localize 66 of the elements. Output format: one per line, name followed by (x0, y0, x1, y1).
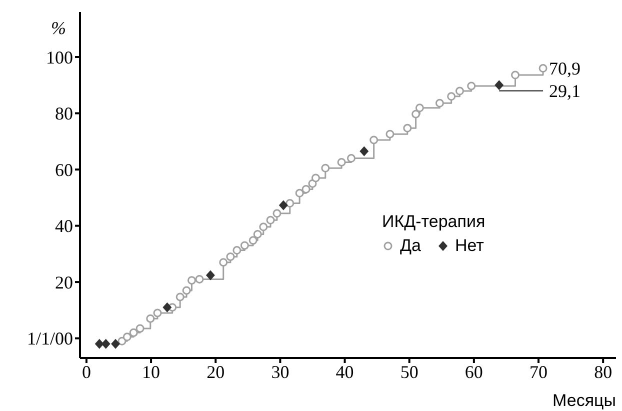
y-tick-label: 20 (55, 272, 73, 292)
legend-title: ИКД-терапия (382, 211, 486, 233)
point (101, 338, 110, 349)
point (511, 70, 520, 80)
legend-label: Нет (454, 235, 484, 257)
point (94, 338, 104, 349)
point (403, 124, 412, 132)
point (111, 338, 120, 349)
point (415, 104, 424, 112)
point (219, 258, 228, 267)
x-tick-label: 70 (530, 362, 548, 382)
point (435, 98, 444, 108)
point (302, 184, 310, 194)
x-tick-label: 50 (400, 362, 418, 382)
y-tick-label: 60 (55, 160, 73, 180)
point (232, 246, 242, 255)
x-tick-label: 30 (271, 362, 290, 382)
x-axis-title: Месяцы (552, 391, 616, 410)
x-tick-label: 20 (206, 362, 225, 382)
y-tick-label: 40 (55, 216, 73, 236)
y-tick-label: 1/1/00 (26, 328, 73, 349)
point (272, 209, 282, 218)
point (176, 292, 184, 302)
legend-label: Да (400, 235, 421, 257)
x-tick-label: 40 (336, 362, 354, 382)
point (248, 236, 258, 245)
point (311, 174, 320, 182)
point (206, 270, 215, 280)
point (386, 130, 394, 138)
point (447, 92, 456, 101)
point (467, 82, 476, 90)
point (412, 110, 420, 118)
y-tick-label: 100 (46, 47, 73, 68)
point (122, 332, 132, 342)
x-tick-label: 0 (82, 362, 91, 382)
point (455, 86, 464, 96)
point (195, 274, 204, 284)
point (226, 252, 235, 261)
x-tick-label: 80 (594, 362, 612, 382)
point (153, 308, 162, 318)
point (295, 188, 304, 198)
x-tick-label: 60 (464, 362, 483, 382)
point (162, 302, 172, 312)
point (259, 222, 268, 232)
point (253, 230, 262, 238)
point (182, 286, 191, 295)
point (146, 314, 155, 323)
point (494, 80, 504, 90)
point (278, 200, 288, 210)
point (129, 328, 138, 337)
point (337, 158, 346, 166)
point (346, 154, 356, 163)
point (321, 164, 330, 172)
annotation: 70,9 (549, 58, 581, 78)
point (538, 64, 548, 73)
point (136, 324, 144, 333)
point (187, 276, 196, 285)
annotation: 29,1 (549, 80, 581, 101)
point (370, 136, 378, 144)
x-tick-label: 10 (142, 362, 160, 382)
point (266, 216, 275, 224)
point (286, 199, 294, 208)
point (360, 146, 369, 156)
y-axis-title: % (51, 18, 66, 38)
point (240, 241, 249, 250)
y-tick-label: 80 (55, 104, 73, 124)
